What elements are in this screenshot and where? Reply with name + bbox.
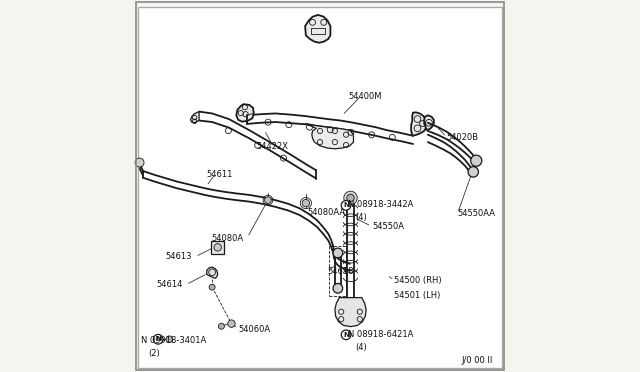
Text: N 08918-3442A: N 08918-3442A (348, 200, 413, 209)
Circle shape (166, 336, 173, 343)
Text: 54500 (RH): 54500 (RH) (394, 276, 442, 285)
Circle shape (347, 194, 354, 202)
Text: 54550A: 54550A (372, 222, 404, 231)
Text: 54611: 54611 (207, 170, 233, 179)
Circle shape (154, 334, 163, 344)
Text: (4): (4) (355, 343, 367, 352)
Circle shape (341, 201, 351, 210)
Polygon shape (305, 15, 330, 43)
FancyBboxPatch shape (138, 7, 502, 368)
Polygon shape (236, 104, 254, 122)
Circle shape (468, 167, 479, 177)
Circle shape (135, 158, 144, 167)
FancyBboxPatch shape (211, 241, 224, 254)
Text: N 09918-3401A: N 09918-3401A (141, 336, 207, 345)
Circle shape (344, 191, 357, 205)
Text: 54422X: 54422X (257, 142, 289, 151)
Circle shape (302, 199, 310, 207)
Text: N: N (343, 202, 349, 208)
Polygon shape (207, 267, 218, 278)
Text: 54618: 54618 (328, 267, 354, 276)
Text: 54080A: 54080A (212, 234, 244, 243)
Circle shape (218, 323, 225, 329)
Polygon shape (424, 115, 434, 130)
Polygon shape (191, 112, 199, 123)
Circle shape (341, 330, 351, 340)
Polygon shape (305, 124, 353, 149)
Polygon shape (411, 112, 427, 136)
Text: J/0 00 II: J/0 00 II (461, 356, 493, 365)
Text: 54614: 54614 (156, 280, 182, 289)
Text: N 08918-6421A: N 08918-6421A (348, 330, 413, 339)
Circle shape (209, 284, 215, 290)
Circle shape (214, 244, 221, 251)
Text: 54400M: 54400M (348, 92, 381, 101)
Text: 54501 (LH): 54501 (LH) (394, 291, 441, 300)
Text: 54060A: 54060A (238, 325, 270, 334)
Circle shape (228, 320, 235, 327)
Text: 54613: 54613 (165, 252, 191, 261)
Text: (4): (4) (355, 213, 367, 222)
Text: 54080AA: 54080AA (307, 208, 345, 217)
Text: (2): (2) (148, 349, 159, 358)
Circle shape (333, 248, 342, 258)
Text: N: N (343, 332, 349, 338)
Polygon shape (335, 298, 366, 327)
Circle shape (470, 155, 482, 166)
Circle shape (264, 197, 271, 203)
Text: 54550AA: 54550AA (458, 209, 495, 218)
Circle shape (333, 283, 342, 293)
Text: N: N (156, 336, 161, 342)
Text: 54020B: 54020B (447, 133, 479, 142)
